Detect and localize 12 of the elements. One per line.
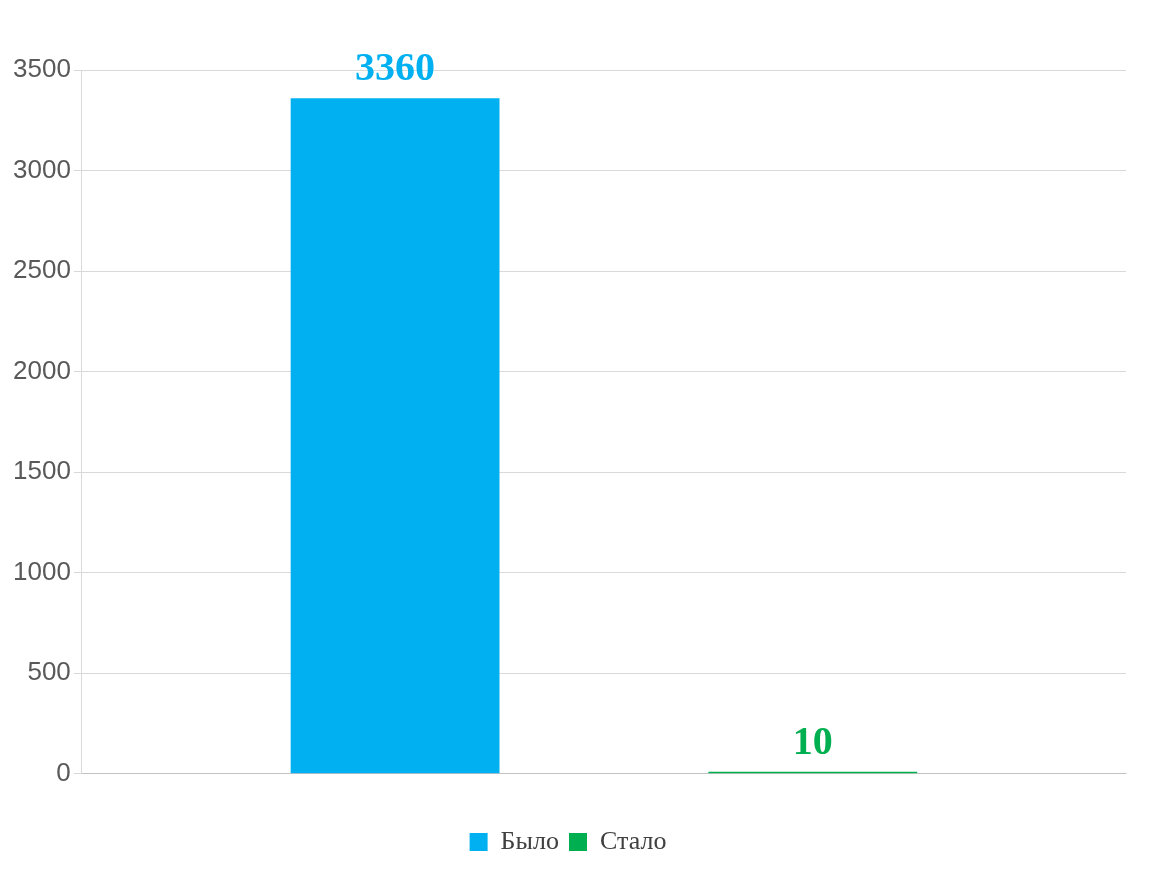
legend-label: Было	[500, 825, 559, 855]
legend-label: Стало	[599, 825, 667, 855]
y-tick-label: 1000	[13, 555, 71, 586]
y-tick-label: 3000	[13, 153, 71, 184]
data-label: 3360	[355, 44, 436, 90]
y-tick-label: 0	[56, 756, 71, 787]
y-tick-label: 1500	[13, 455, 71, 486]
data-label: 10	[792, 718, 833, 764]
y-tick-label: 3500	[13, 53, 71, 84]
y-tick-label: 2500	[13, 254, 71, 285]
y-tick-label: 2000	[13, 354, 71, 385]
y-tick-label: 500	[27, 656, 71, 687]
